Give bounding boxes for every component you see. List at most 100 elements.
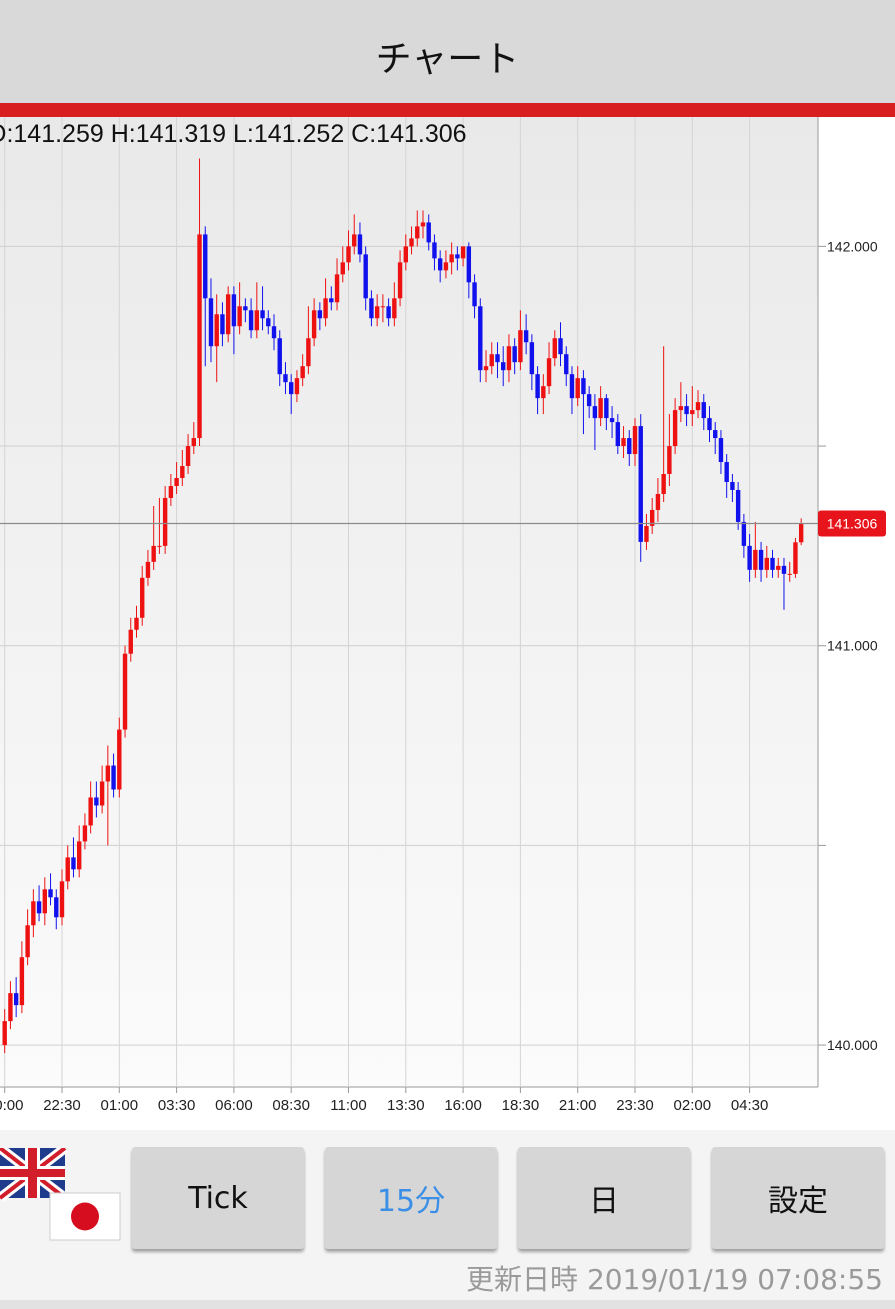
candle-body xyxy=(415,226,420,239)
candle-body xyxy=(140,577,145,618)
tab-button[interactable]: 設定 xyxy=(712,1147,884,1249)
candle-body xyxy=(730,481,735,490)
candle-body xyxy=(374,306,380,319)
candle-body xyxy=(455,254,460,259)
candle-body xyxy=(2,1021,7,1046)
candle-body xyxy=(495,354,500,363)
candle-body xyxy=(300,366,305,379)
candle-body xyxy=(88,797,93,826)
candle-body xyxy=(472,282,477,307)
candle-body xyxy=(352,234,357,247)
x-tick-label: 01:00 xyxy=(101,1097,139,1114)
candle-body xyxy=(208,298,214,347)
candle-body xyxy=(145,561,151,578)
tab-button[interactable]: 15分 xyxy=(325,1147,497,1249)
candle-body xyxy=(575,378,580,399)
candle-body xyxy=(432,242,437,259)
candle-body xyxy=(798,523,804,543)
candle-body xyxy=(409,238,414,247)
candle-body xyxy=(443,262,449,271)
candle-body xyxy=(346,246,351,263)
candle-body xyxy=(586,394,592,407)
candle-body xyxy=(638,426,643,542)
candle-body xyxy=(329,298,334,303)
candle-body xyxy=(501,362,506,371)
candle-body xyxy=(437,258,443,271)
candle-body xyxy=(386,306,391,319)
candle-body xyxy=(237,306,242,327)
candle-body xyxy=(604,398,609,419)
candle-body xyxy=(684,406,689,415)
chart: 140.000 141.000 142.000 20:00 22:30 01:00 03:3… xyxy=(0,0,895,1130)
candle-body xyxy=(82,825,88,842)
x-tick-label: 21:00 xyxy=(559,1097,597,1114)
candle-body xyxy=(512,346,517,363)
candle-body xyxy=(157,545,162,547)
candle-body xyxy=(403,246,408,263)
plot-background xyxy=(0,117,818,1087)
tab-button[interactable]: 日 xyxy=(518,1147,690,1249)
candle-body xyxy=(541,386,546,399)
candle-body xyxy=(735,489,741,522)
tab-button[interactable]: Tick xyxy=(132,1147,304,1249)
candle-body xyxy=(277,338,282,375)
candle-body xyxy=(317,310,323,319)
candle-body xyxy=(753,549,758,570)
candle-body xyxy=(529,342,535,375)
candle-body xyxy=(363,254,368,299)
candle-body xyxy=(724,462,729,482)
candle-body xyxy=(621,438,626,447)
candle-body xyxy=(185,446,191,467)
candle-body xyxy=(231,294,237,327)
x-tick-label: 11:00 xyxy=(330,1097,366,1114)
candle-body xyxy=(340,262,345,275)
candle-body xyxy=(174,478,179,486)
candle-body xyxy=(552,338,557,359)
candle-body xyxy=(220,314,225,335)
y-tick-label: 141.000 xyxy=(827,638,878,654)
candle-body xyxy=(162,497,168,546)
candle-body xyxy=(518,330,523,363)
candle-body xyxy=(243,306,248,311)
candle-body xyxy=(397,262,403,299)
current-price-label: 141.306 xyxy=(827,516,878,532)
x-tick-label: 22:30 xyxy=(43,1097,81,1114)
candle-body xyxy=(13,993,19,1006)
candle-body xyxy=(225,294,231,335)
candle-body xyxy=(747,545,752,570)
candle-body xyxy=(426,222,431,243)
x-tick-label: 03:30 xyxy=(158,1097,196,1114)
candle-body xyxy=(311,310,317,339)
candle-body xyxy=(306,338,311,367)
candle-body xyxy=(260,310,265,319)
candle-body xyxy=(323,298,328,319)
candle-body xyxy=(420,222,426,227)
candle-body xyxy=(99,781,105,806)
candle-body xyxy=(776,565,781,570)
candle-body xyxy=(105,765,111,782)
candle-body xyxy=(357,234,363,255)
candle-body xyxy=(632,426,638,455)
candle-body xyxy=(128,629,133,654)
candle-body xyxy=(369,298,374,319)
candle-body xyxy=(644,525,649,542)
candle-body xyxy=(564,354,569,375)
ohlc-label: O:141.259 H:141.319 L:141.252 C:141.306 xyxy=(0,120,467,148)
candle-body xyxy=(289,382,294,395)
candle-body xyxy=(59,881,65,918)
candle-body xyxy=(8,993,13,1022)
candle-body xyxy=(197,234,202,439)
x-tick-label: 16:00 xyxy=(444,1097,482,1114)
candle-body xyxy=(569,374,575,399)
candle-body xyxy=(781,565,787,574)
y-tick-label: 142.000 xyxy=(827,238,878,254)
candle-body xyxy=(690,410,695,415)
candle-body xyxy=(31,901,36,926)
candle-body xyxy=(598,398,603,419)
candle-body xyxy=(535,374,540,399)
candle-body xyxy=(294,378,300,395)
candle-body xyxy=(76,841,82,870)
candle-body xyxy=(489,354,494,367)
